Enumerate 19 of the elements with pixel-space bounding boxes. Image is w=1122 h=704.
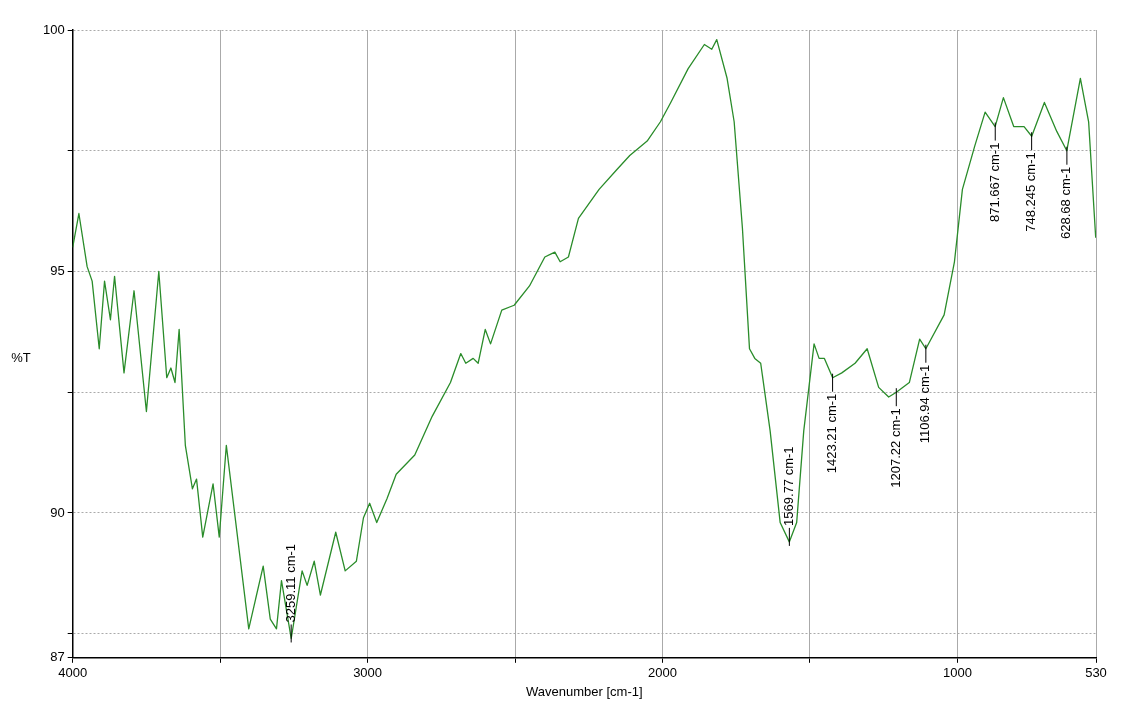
y-tick-label: 90: [50, 504, 65, 520]
annotation: 1569.77 cm-1: [780, 446, 796, 526]
y-axis-title: %T: [11, 350, 31, 366]
y-tick-label: 95: [50, 263, 65, 279]
x-tick-label: 2000: [648, 665, 677, 681]
x-axis-title: Wavenumber [cm-1]: [526, 683, 643, 699]
annotation: 748.245 cm-1: [1023, 152, 1039, 232]
annotation: 628.68 cm-1: [1058, 166, 1074, 239]
x-tick-label: 4000: [58, 665, 88, 681]
annotation: 3259.11 cm-1: [282, 543, 298, 623]
x-tick-label: 530: [1085, 665, 1107, 681]
annotation: 1423.21 cm-1: [824, 393, 840, 474]
annotation: 1106.94 cm-1: [917, 364, 933, 444]
x-tick-label: 3000: [353, 665, 383, 681]
y-tick-label: 87: [50, 649, 65, 665]
x-tick-label: 1000: [942, 665, 972, 681]
annotation: 1207.22 cm-1: [887, 408, 903, 488]
annotation: 871.667 cm-1: [986, 142, 1002, 223]
y-tick-label: 100: [42, 21, 65, 37]
